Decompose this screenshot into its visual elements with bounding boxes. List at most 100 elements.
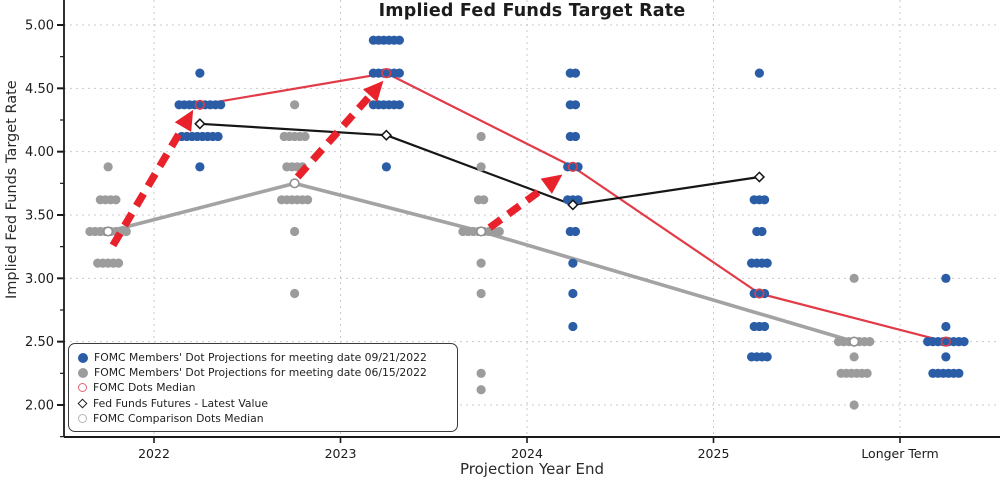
x-tick-label: 2022: [138, 446, 170, 461]
projection-dot: [570, 68, 581, 78]
legend-item-futures: Fed Funds Futures - Latest Value: [77, 396, 448, 411]
projection-dot: [195, 68, 205, 78]
projection-dot: [476, 131, 486, 142]
legend-label: FOMC Comparison Dots Median: [93, 411, 264, 425]
projection-dot: [570, 100, 581, 110]
futures-marker: [753, 171, 766, 183]
y-tick-label: 4.50: [25, 82, 54, 97]
projection-dot: [111, 195, 121, 205]
chart-title: Implied Fed Funds Target Rate: [378, 1, 686, 21]
open-red-circle-icon: [78, 383, 87, 393]
projection-dot: [954, 368, 964, 378]
open-gray-circle-icon: [78, 413, 87, 423]
projection-dot: [568, 321, 578, 332]
median-marker: [194, 99, 205, 110]
median-markers: [103, 68, 951, 347]
futures-marker: [380, 129, 393, 141]
projection-dot: [762, 258, 772, 268]
median-marker: [103, 226, 114, 237]
projection-dot: [865, 337, 875, 347]
y-tick-label: 2.00: [25, 398, 54, 413]
legend-item-dots-median: FOMC Dots Median: [78, 380, 448, 395]
x-axis-label: Projection Year End: [460, 460, 604, 478]
open-diamond-icon: [77, 398, 88, 409]
y-tick-label: 5.00: [25, 19, 54, 34]
projection-dot: [213, 131, 223, 142]
projection-dot: [290, 226, 300, 237]
projection-dot: [195, 162, 205, 172]
projection-dot: [570, 131, 581, 142]
shift-arrows: [109, 80, 563, 248]
projection-dot: [476, 162, 486, 172]
x-tick-label: 2024: [511, 446, 543, 461]
line-open-circle: [107, 181, 855, 344]
projection-dot: [103, 162, 113, 172]
axes: 2.00 2.50 3.00 3.50 4.00 4.50 5.00 2022 2023 2024…: [25, 0, 1000, 461]
projection-dot: [394, 100, 404, 110]
projection-dot: [479, 195, 489, 205]
projection-dot: [300, 131, 310, 142]
projection-dot: [476, 368, 486, 378]
y-tick-label: 3.00: [25, 272, 54, 287]
median-marker: [476, 226, 487, 237]
projection-dot: [573, 195, 583, 205]
blue-dot-icon: [78, 352, 88, 363]
arrow-head: [540, 174, 563, 194]
projection-dot: [849, 400, 859, 410]
projection-dot: [941, 321, 951, 332]
projection-dot: [759, 321, 770, 332]
futures-marker: [194, 118, 206, 130]
projection-dot: [959, 337, 969, 347]
legend-item-blue-dots: FOMC Members' Dot Projections for meetin…: [78, 350, 448, 365]
projection-dot: [113, 258, 124, 268]
projection-dot: [941, 273, 951, 283]
projection-dot: [570, 226, 581, 237]
legend-label: FOMC Dots Median: [93, 381, 196, 395]
y-axis-label: Implied Fed Funds Target Rate: [4, 80, 20, 300]
x-tick-label: 2025: [698, 446, 730, 461]
projection-dot: [759, 195, 770, 205]
projection-dot: [290, 288, 300, 299]
median-marker: [754, 288, 765, 299]
x-tick-label: Longer Term: [861, 446, 938, 461]
legend-item-comparison-median: FOMC Comparison Dots Median: [78, 411, 448, 426]
y-tick-label: 4.00: [25, 145, 54, 160]
projection-dot: [476, 288, 486, 299]
legend-label: Fed Funds Futures - Latest Value: [93, 396, 268, 410]
projection-dot: [849, 352, 859, 362]
median-marker: [289, 178, 300, 189]
legend: FOMC Members' Dot Projections for meetin…: [68, 343, 458, 432]
futures-marker: [567, 199, 579, 211]
projection-dot: [568, 288, 578, 299]
arrow-shaft: [294, 94, 372, 180]
median-marker: [567, 161, 578, 172]
projection-dot: [394, 68, 404, 78]
gray-dot-icon: [78, 367, 88, 378]
arrow-head: [362, 80, 384, 102]
projection-dot: [216, 100, 226, 110]
projection-dot: [494, 226, 504, 237]
median-marker: [381, 68, 392, 79]
projection-dot: [757, 226, 767, 237]
projection-dot: [303, 195, 313, 205]
projection-dot: [862, 368, 872, 378]
projection-dot: [476, 258, 486, 268]
y-tick-label: 2.50: [25, 335, 54, 350]
arrow-shaft: [487, 184, 547, 231]
legend-label: FOMC Members' Dot Projections for meetin…: [94, 366, 427, 380]
projection-dot: [476, 385, 486, 395]
median-marker: [849, 336, 860, 347]
arrow-head: [174, 109, 194, 132]
projection-dot: [381, 162, 391, 172]
median-marker: [940, 336, 951, 347]
legend-item-gray-dots: FOMC Members' Dot Projections for meetin…: [78, 365, 448, 380]
projection-dot: [290, 100, 300, 110]
projection-dot: [849, 273, 859, 283]
projection-dot: [941, 352, 951, 362]
x-tick-label: 2023: [325, 446, 357, 461]
projection-dot: [754, 68, 764, 78]
projection-dot: [394, 35, 404, 45]
gridlines: [64, 0, 1000, 437]
